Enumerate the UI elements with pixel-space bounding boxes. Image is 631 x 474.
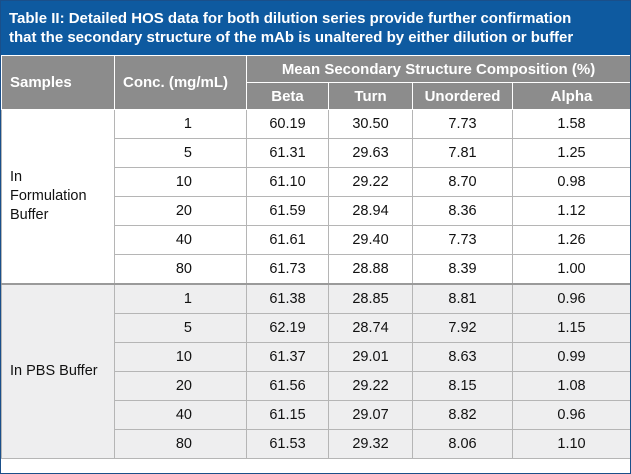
beta-cell: 61.10 [246, 167, 329, 197]
alpha-cell: 0.99 [512, 342, 630, 372]
turn-cell: 29.22 [328, 167, 413, 197]
turn-cell: 28.88 [328, 254, 413, 285]
table-row: 10 61.10 29.22 8.70 0.98 [2, 167, 630, 197]
unordered-cell: 8.39 [412, 254, 513, 285]
alpha-cell: 1.25 [512, 138, 630, 168]
alpha-cell: 1.00 [512, 254, 630, 285]
beta-cell: 61.56 [246, 371, 329, 401]
table-row: 20 61.56 29.22 8.15 1.08 [2, 371, 630, 401]
beta-cell: 61.31 [246, 138, 329, 168]
table-row: 5 62.19 28.74 7.92 1.15 [2, 313, 630, 343]
table-row: 80 61.53 29.32 8.06 1.10 [2, 429, 630, 459]
beta-cell: 61.73 [246, 254, 329, 285]
header-alpha: Alpha [512, 82, 630, 110]
conc-cell: 40 [114, 400, 247, 430]
conc-cell: 20 [114, 371, 247, 401]
turn-cell: 28.85 [328, 283, 413, 314]
table-row: In PBS Buffer 1 61.38 28.85 8.81 0.96 [1, 283, 630, 459]
alpha-cell: 1.12 [512, 196, 630, 226]
caption-line-1: Table II: Detailed HOS data for both dil… [9, 10, 572, 27]
turn-cell: 29.22 [328, 371, 413, 401]
turn-cell: 28.94 [328, 196, 413, 226]
header-conc: Conc. (mg/mL) [114, 55, 247, 110]
conc-cell: 5 [114, 313, 247, 343]
unordered-cell: 8.06 [412, 429, 513, 459]
beta-cell: 61.38 [246, 283, 329, 314]
unordered-cell: 7.73 [412, 225, 513, 255]
table-row: 40 61.61 29.40 7.73 1.26 [2, 225, 630, 255]
sample-group-label: In PBS Buffer [1, 283, 115, 459]
beta-cell: 62.19 [246, 313, 329, 343]
conc-cell: 5 [114, 138, 247, 168]
unordered-cell: 7.73 [412, 109, 513, 139]
beta-cell: 61.59 [246, 196, 329, 226]
unordered-cell: 8.36 [412, 196, 513, 226]
turn-cell: 30.50 [328, 109, 413, 139]
conc-cell: 1 [114, 109, 247, 139]
sample-group-label: In Formulation Buffer [1, 109, 115, 285]
beta-cell: 61.53 [246, 429, 329, 459]
conc-cell: 20 [114, 196, 247, 226]
beta-cell: 61.61 [246, 225, 329, 255]
turn-cell: 29.07 [328, 400, 413, 430]
conc-cell: 1 [114, 283, 247, 314]
unordered-cell: 7.92 [412, 313, 513, 343]
unordered-cell: 8.15 [412, 371, 513, 401]
alpha-cell: 0.96 [512, 400, 630, 430]
header-samples: Samples [1, 55, 115, 110]
unordered-cell: 8.82 [412, 400, 513, 430]
table-body: In Formulation Buffer 1 60.19 30.50 7.73 1.58 5 6… [1, 109, 630, 459]
conc-cell: 10 [114, 342, 247, 372]
alpha-cell: 0.98 [512, 167, 630, 197]
alpha-cell: 1.26 [512, 225, 630, 255]
turn-cell: 28.74 [328, 313, 413, 343]
turn-cell: 29.32 [328, 429, 413, 459]
hos-data-table: Samples Conc. (mg/mL) Mean Secondary Str… [1, 55, 630, 459]
table-row: In Formulation Buffer 1 60.19 30.50 7.73 1.58 [1, 109, 630, 285]
conc-cell: 10 [114, 167, 247, 197]
conc-cell: 40 [114, 225, 247, 255]
table-caption: Table II: Detailed HOS data for both dil… [1, 1, 630, 55]
alpha-cell: 1.10 [512, 429, 630, 459]
sample-group-label-line: Buffer [10, 207, 49, 223]
conc-cell: 80 [114, 254, 247, 285]
beta-cell: 61.15 [246, 400, 329, 430]
alpha-cell: 1.08 [512, 371, 630, 401]
header-turn: Turn [328, 82, 413, 110]
unordered-cell: 7.81 [412, 138, 513, 168]
sample-group-label-line: In PBS Buffer [10, 363, 98, 379]
sample-group-label-line: Formulation [10, 188, 87, 204]
alpha-cell: 0.96 [512, 283, 630, 314]
alpha-cell: 1.58 [512, 109, 630, 139]
beta-cell: 61.37 [246, 342, 329, 372]
turn-cell: 29.63 [328, 138, 413, 168]
alpha-cell: 1.15 [512, 313, 630, 343]
caption-line-2: that the secondary structure of the mAb … [9, 29, 574, 46]
header-unordered: Unordered [412, 82, 513, 110]
sample-group-label-line: In [10, 169, 23, 185]
table-row: 10 61.37 29.01 8.63 0.99 [2, 342, 630, 372]
turn-cell: 29.40 [328, 225, 413, 255]
beta-cell: 60.19 [246, 109, 329, 139]
conc-cell: 80 [114, 429, 247, 459]
header-beta: Beta [246, 82, 329, 110]
unordered-cell: 8.70 [412, 167, 513, 197]
unordered-cell: 8.63 [412, 342, 513, 372]
turn-cell: 29.01 [328, 342, 413, 372]
unordered-cell: 8.81 [412, 283, 513, 314]
header-structure-group: Mean Secondary Structure Composition (%) [246, 55, 630, 83]
